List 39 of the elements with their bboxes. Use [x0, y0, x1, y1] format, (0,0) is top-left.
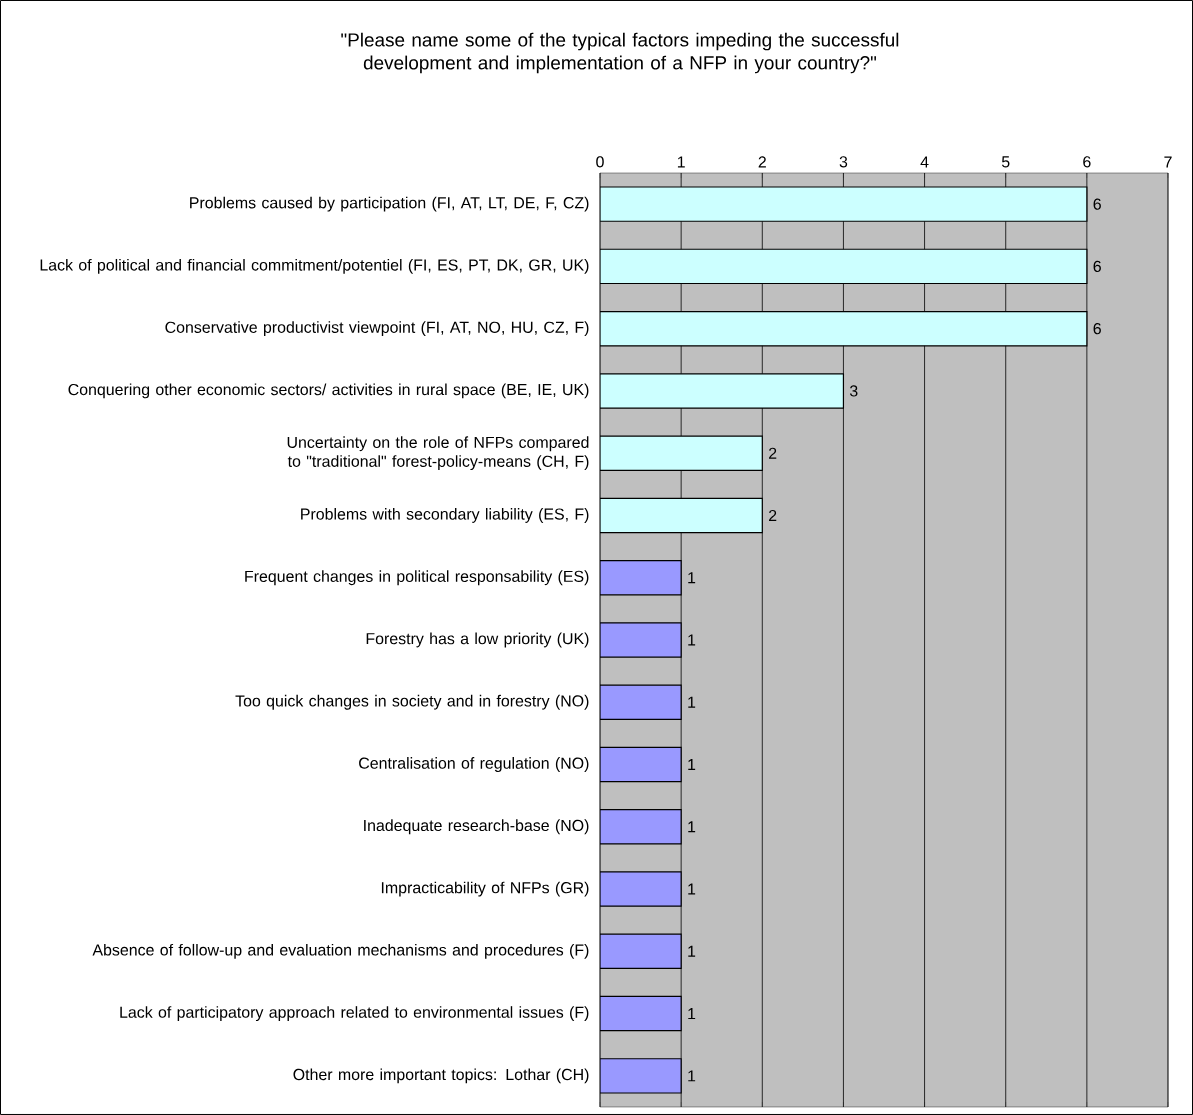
y-tick-label: Inadequate research-base (NO) [364, 819, 589, 835]
x-tick-label: 7 [1164, 156, 1172, 168]
data-label: 1 [688, 883, 696, 895]
y-tick-label: Uncertainty on the role of NFPs compared to "traditional" forest-policy-means (CH, F) [287, 436, 589, 471]
y-tick-label: Impracticability of NFPs (GR) [381, 881, 589, 897]
data-label: 1 [688, 634, 696, 646]
data-label: 1 [688, 759, 696, 771]
data-label: 1 [688, 696, 696, 708]
x-tick-label: 2 [758, 156, 766, 168]
data-label: 1 [688, 945, 696, 957]
x-tick-label: 4 [920, 156, 929, 168]
y-tick-label: Forestry has a low priority (UK) [366, 632, 589, 648]
y-tick-label: Lack of participatory approach related to environmental issues (F) [120, 1006, 589, 1022]
x-tick-label: 1 [677, 156, 685, 168]
y-tick-label: Lack of political and financial commitment/potentiel (FI, ES, PT, DK, GR, UK) [40, 258, 589, 274]
data-label: 6 [1093, 198, 1101, 210]
data-label: 3 [849, 385, 858, 397]
data-label: 6 [1093, 260, 1101, 273]
x-tick-label: 5 [1001, 156, 1010, 168]
chart-title: "Please name some of the typical factors impeding the successful development and implementation of a NFP in your country?" [341, 32, 899, 74]
x-tick-label: 6 [1083, 156, 1091, 168]
y-tick-label: Problems with secondary liability (ES, F) [301, 508, 589, 523]
y-tick-label: Conquering other economic sectors/ activities in rural space (BE, IE, UK) [68, 383, 589, 399]
x-tick-label: 3 [839, 156, 848, 168]
y-tick-label: Too quick changes in society and in forestry (NO) [235, 694, 589, 710]
data-label: 2 [769, 509, 777, 522]
y-tick-label: Problems caused by participation (FI, AT, LT, DE, F, CZ) [190, 196, 589, 212]
data-label: 1 [688, 1070, 696, 1082]
y-tick-label: Centralisation of regulation (NO) [359, 757, 589, 772]
data-label: 1 [688, 821, 696, 833]
y-tick-label: Other more important topics: Lothar (CH) [293, 1068, 589, 1084]
data-label: 1 [688, 1008, 696, 1020]
y-tick-label: Frequent changes in political responsability (ES) [245, 570, 589, 586]
y-tick-label: Conservative productivist viewpoint (FI, AT, NO, HU, CZ, F) [165, 321, 589, 337]
x-tick-label: 0 [596, 156, 604, 168]
data-label: 2 [769, 447, 777, 459]
y-tick-label: Absence of follow-up and evaluation mechanisms and procedures (F) [92, 943, 589, 959]
data-label: 1 [688, 572, 696, 584]
data-label: 6 [1093, 323, 1101, 335]
